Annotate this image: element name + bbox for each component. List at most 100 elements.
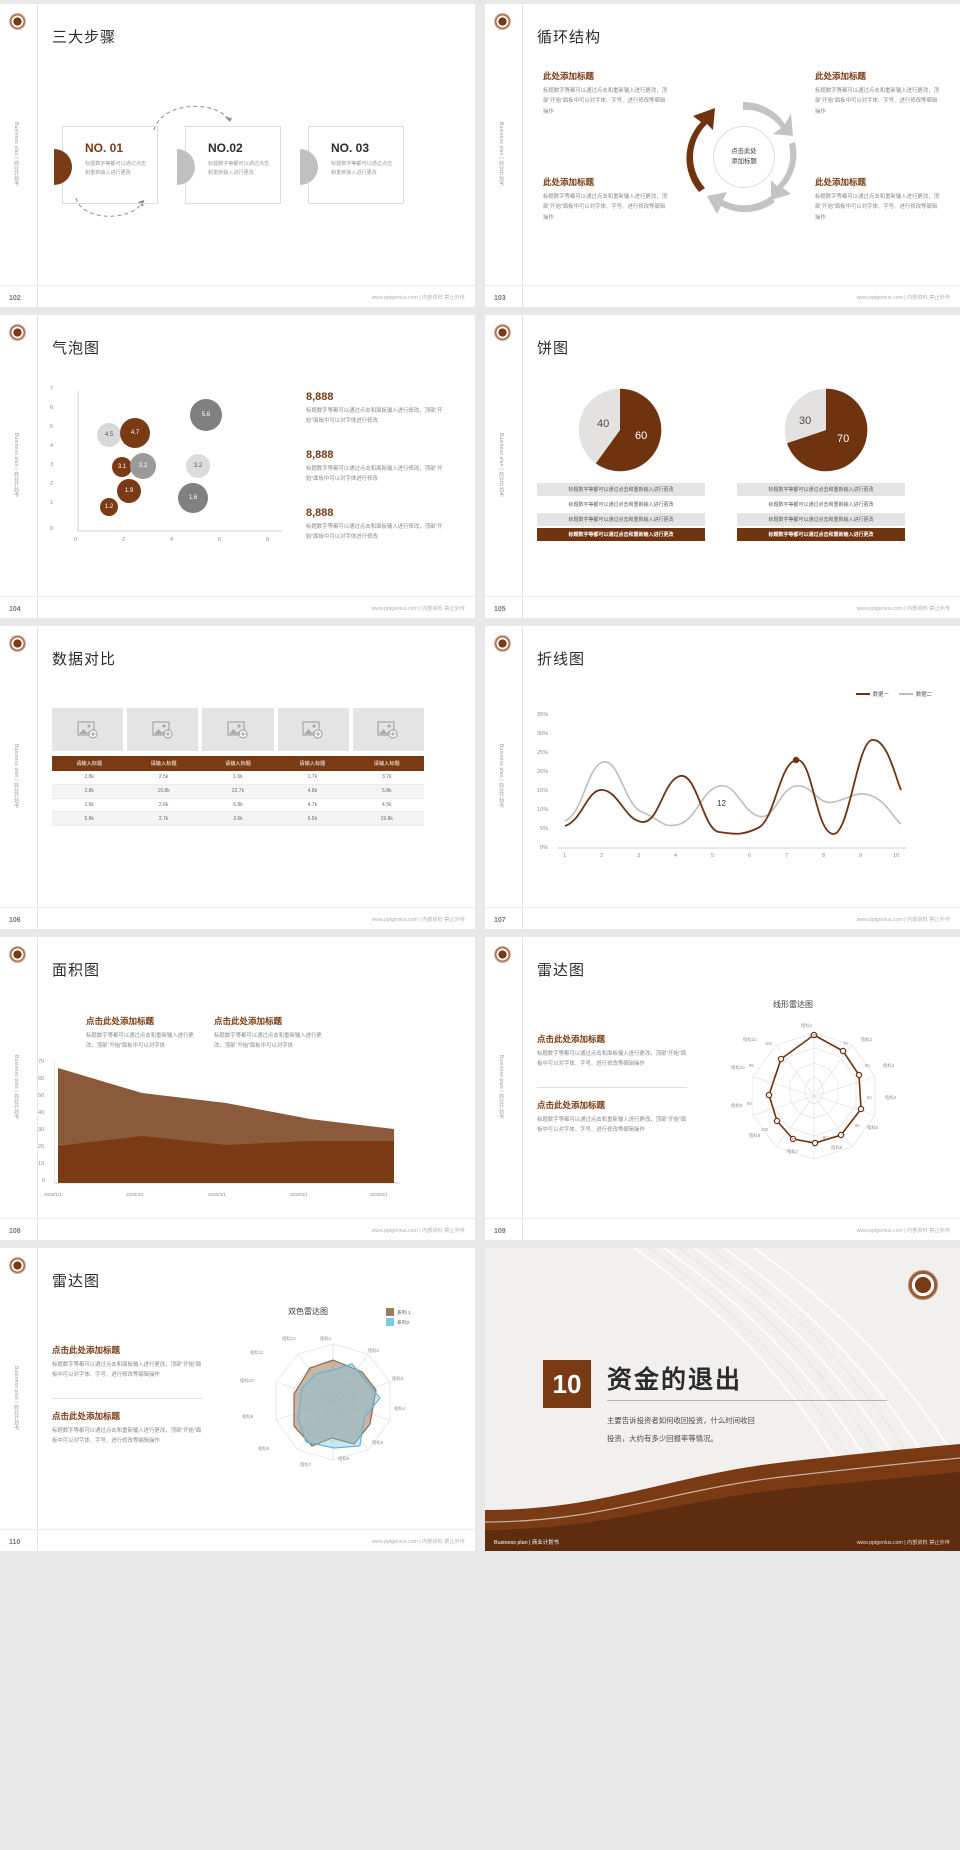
- table-cell: 4.7k: [275, 798, 350, 813]
- slide-103[interactable]: Business plan | 商业计划书 循环结构 此处添加标题 标题数字等都…: [485, 4, 960, 307]
- x-tick: 7: [785, 853, 789, 859]
- slide-footer: 108 www.pptgenius.com | 内部资料 禁止外传: [0, 1218, 475, 1240]
- y-tick: 15%: [537, 788, 549, 794]
- block-body: 标题数字等都可以通过点击和面板输入进行更改，顶部“开始”面板中可以对字体、字号、…: [537, 1051, 687, 1068]
- bubble-point[interactable]: 4.7: [120, 418, 150, 448]
- x-tick: 2020/5/1: [370, 1192, 388, 1197]
- legend-item[interactable]: 系列2: [386, 1318, 411, 1326]
- x-tick: 6: [748, 853, 752, 859]
- radar-value-label: 95: [749, 1063, 754, 1068]
- pie-slice-label: 70: [837, 433, 850, 445]
- step-card-1[interactable]: NO. 01 标题数字等都可以通过点击和重新输入进行更改: [54, 126, 158, 204]
- legend-item[interactable]: 数据一: [855, 690, 889, 698]
- radar-legend: 系列 1 系列2: [386, 1308, 411, 1326]
- rail-label: Business plan | 商业计划书: [13, 744, 19, 809]
- table-row: 1.6k 2.6k 6.8k 4.7k 4.5k: [52, 798, 424, 813]
- legend-row[interactable]: 标题数字等都可以通过点击和重新输入进行更改: [737, 513, 905, 526]
- slide-rail: Business plan | 商业计划书: [0, 4, 38, 307]
- table-cell: 1.7k: [275, 771, 350, 785]
- x-tick: 2020/4/1: [290, 1192, 308, 1197]
- image-placeholder-icon[interactable]: [202, 708, 274, 751]
- legend-row[interactable]: 标题数字等都可以通过点击和重新输入进行更改: [737, 498, 905, 511]
- image-placeholder-icon[interactable]: [127, 708, 199, 751]
- rail-label: Business plan | 商业计划书: [498, 433, 504, 498]
- credit-text: www.pptgenius.com | 内部资料 禁止外传: [856, 295, 950, 301]
- step-description: 标题数字等都可以通过点击和重新输入进行更改: [208, 161, 270, 176]
- slide-footer: 104 www.pptgenius.com | 内部资料 禁止外传: [0, 596, 475, 618]
- table-cell: 5.8k: [349, 784, 424, 799]
- pie-legend-right: 标题数字等都可以通过点击和重新输入进行更改 标题数字等都可以通过点击和重新输入进…: [737, 483, 905, 543]
- brand-seal-icon: [9, 946, 26, 963]
- y-tick: 0: [42, 1178, 46, 1184]
- y-tick: 35%: [537, 712, 549, 718]
- table-header-cell: 请输入标题: [275, 756, 350, 771]
- y-tick: 30: [38, 1127, 45, 1133]
- divider: [52, 1398, 202, 1399]
- legend-row[interactable]: 标题数字等都可以通过点击和重新输入进行更改: [737, 483, 905, 496]
- bubble-point[interactable]: 4.5: [97, 423, 121, 447]
- legend-item[interactable]: 数据二: [898, 690, 932, 698]
- x-tick: 8: [822, 853, 826, 859]
- slide-footer: 107 www.pptgenius.com | 内部资料 禁止外传: [485, 907, 960, 929]
- credit-text: www.pptgenius.com | 内部资料 禁止外传: [856, 1228, 950, 1234]
- slide-106[interactable]: Business plan | 商业计划书 数据对比 请输入标题 请输入标题 请…: [0, 626, 475, 929]
- table-cell: 2.8k: [52, 784, 127, 799]
- radar-category-label: 指标5: [867, 1125, 879, 1130]
- step-marker-icon: [177, 149, 195, 185]
- image-placeholder-icon[interactable]: [352, 708, 424, 751]
- legend-row[interactable]: 标题数字等都可以通过点击和重新输入进行更改: [537, 498, 705, 511]
- block-body: 标题数字等都可以通过点击和重新输入进行更改，顶部“开始”面板中可以对字体、字号、…: [52, 1428, 202, 1445]
- rail-label: Business plan | 商业计划书: [13, 1055, 19, 1120]
- cycle-center-label[interactable]: 点击此处 添加标题: [713, 126, 775, 188]
- bubble-point[interactable]: 3.1: [112, 457, 132, 477]
- pie-slice-label: 30: [799, 415, 812, 427]
- image-placeholder-icon[interactable]: [52, 708, 124, 751]
- stat-body: 标题数字等都可以通过点击和面板输入进行修改，顶部“开始”面板中可以对字体进行修改: [306, 466, 443, 483]
- radar-category-label: 指标3: [392, 1376, 404, 1381]
- slide-rail: Business plan | 商业计划书: [485, 626, 523, 929]
- radar-category-label: 指标7: [787, 1149, 799, 1154]
- legend-row[interactable]: 标题数字等都可以通过点击和重新输入进行更改: [537, 513, 705, 526]
- slide-104[interactable]: Business plan | 商业计划书 气泡图 7 6 5 4 3 2 1 …: [0, 315, 475, 618]
- divider: [537, 1087, 687, 1088]
- x-tick: 10: [893, 853, 900, 859]
- bubble-point[interactable]: 1.6: [178, 483, 208, 513]
- slide-107[interactable]: Business plan | 商业计划书 折线图 数据一 数据二 35% 30…: [485, 626, 960, 929]
- table-row: 2.8k 2.5k 1.6k 1.7k 3.7k: [52, 771, 424, 785]
- block-body: 标题数字等都可以通过点击和重新输入进行更改，顶部“开始”面板中可以对字体、字号、…: [815, 88, 939, 115]
- block-body: 标题数字等都可以通过点击和面板输入进行更改，顶部“开始”面板中可以对字体、字号、…: [52, 1362, 202, 1379]
- bubble-point[interactable]: 3.2: [130, 453, 156, 479]
- legend-label: 数据一: [872, 692, 889, 698]
- step-description: 标题数字等都可以通过点击和重新输入进行更改: [331, 161, 393, 176]
- legend-row-active[interactable]: 标题数字等都可以通过点击和重新输入进行更改: [737, 528, 905, 541]
- legend-row-active[interactable]: 标题数字等都可以通过点击和重新输入进行更改: [537, 528, 705, 541]
- slide-108[interactable]: Business plan | 商业计划书 面积图 点击此处添加标题 标题数字等…: [0, 937, 475, 1240]
- page-title: 循环结构: [537, 29, 602, 46]
- table-header-row: 请输入标题 请输入标题 请输入标题 请输入标题 请输入标题: [52, 756, 424, 771]
- image-placeholder-icon[interactable]: [277, 708, 349, 751]
- y-tick: 3: [50, 462, 54, 468]
- slide-105[interactable]: Business plan | 商业计划书 饼图 40 60 30 70 标题数…: [485, 315, 960, 618]
- stat-number: 8,888: [306, 391, 334, 403]
- step-card-3[interactable]: NO. 03 标题数字等都可以通过点击和重新输入进行更改: [300, 126, 404, 204]
- bubble-point[interactable]: 5.6: [190, 399, 222, 431]
- radar-value-label: 70: [791, 1137, 796, 1142]
- y-tick: 70: [38, 1059, 45, 1065]
- slide-111[interactable]: 10 资金的退出 主要告诉投资者如何收回投资，什么时间收回 投资，大约有多少回报…: [485, 1248, 960, 1551]
- bubble-point[interactable]: 3.2: [186, 454, 210, 478]
- slide-110[interactable]: Business plan | 商业计划书 雷达图 点击此处添加标题 标题数字等…: [0, 1248, 475, 1551]
- slide-102[interactable]: Business plan | 商业计划书 三大步骤 NO. 01 标题数字等都…: [0, 4, 475, 307]
- stat-block-2: 8,888 标题数字等都可以通过点击和面板输入进行修改，顶部“开始”面板中可以对…: [306, 449, 446, 485]
- slide-109[interactable]: Business plan | 商业计划书 雷达图 点击此处添加标题 标题数字等…: [485, 937, 960, 1240]
- step-card-2[interactable]: NO.02 标题数字等都可以通过点击和重新输入进行更改: [177, 126, 281, 204]
- pie-left-graphic: [578, 388, 662, 472]
- slide-rail: Business plan | 商业计划书: [0, 1248, 38, 1551]
- bubble-point[interactable]: 1.9: [117, 479, 141, 503]
- bubble-point[interactable]: 1.2: [100, 498, 118, 516]
- comparison-table: 请输入标题 请输入标题 请输入标题 请输入标题 请输入标题 2.8k 2.5k …: [52, 756, 424, 827]
- legend-item[interactable]: 系列 1: [386, 1308, 411, 1316]
- legend-row[interactable]: 标题数字等都可以通过点击和重新输入进行更改: [537, 483, 705, 496]
- radar-category-label: 指标9: [242, 1414, 254, 1419]
- table-cell: 3.6k: [200, 811, 276, 827]
- stat-number: 8,888: [306, 449, 334, 461]
